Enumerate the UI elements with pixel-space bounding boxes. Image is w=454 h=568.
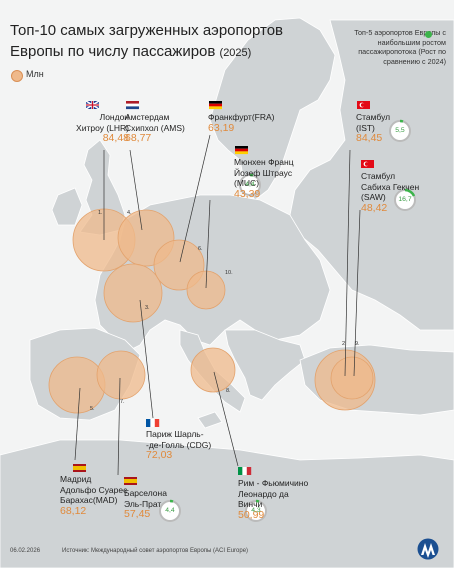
footer-date: 06.02.2026	[10, 548, 41, 554]
flag-germany-icon	[209, 101, 222, 110]
label-mad: Мадрид Адольфо Суарес Барахас(MAD) 68,12	[60, 474, 128, 517]
growth-badge-bcn: 4,4	[165, 507, 175, 514]
flag-italy-icon	[238, 467, 252, 475]
growth-badge-fco: 4,3	[251, 507, 261, 514]
rank-5: 5.	[90, 406, 95, 412]
rank-3: 3.	[145, 305, 150, 311]
label-fra: Франкфурт(FRA) 63,19	[208, 112, 275, 134]
rank-1: 1.	[98, 210, 103, 216]
bubble-saw	[330, 356, 374, 400]
flag-germany-icon	[235, 146, 248, 155]
rank-6: 6.	[198, 246, 203, 252]
page-title: Топ-10 самых загруженных аэропортов Евро…	[10, 22, 284, 60]
legend-label: Млн	[26, 69, 44, 79]
flag-turkey-icon	[361, 160, 374, 168]
bubble-mad	[48, 356, 106, 414]
rank-8: 8.	[226, 388, 231, 394]
footer-source: Источник: Международный совет аэропортов…	[62, 548, 249, 554]
flag-spain-icon	[124, 477, 137, 485]
label-ams: Амстердам Схипхол (AMS) 68,77	[125, 112, 185, 144]
aa-logo-icon	[417, 538, 439, 560]
bubble-cdg	[103, 263, 163, 323]
growth-badge-ist: 5,5	[395, 127, 405, 134]
label-ist: Стамбул (IST) 84,45	[356, 112, 391, 144]
flag-uk-icon	[85, 100, 100, 110]
rank-9: 9.	[355, 341, 360, 347]
rank-7: 7.	[120, 399, 125, 405]
bubble-muc	[186, 270, 226, 310]
bubble-fco	[190, 347, 236, 393]
label-cdg: Париж Шарль- -де-Голль (CDG) 72,03	[146, 429, 212, 461]
legend-bubble-icon	[11, 70, 23, 82]
flag-turkey-icon	[357, 101, 370, 109]
growth-badge-muc: 4,4	[245, 181, 255, 188]
flag-france-icon	[146, 419, 160, 427]
rank-10: 10.	[225, 270, 233, 276]
bubble-bcn	[96, 350, 146, 400]
growth-note: Топ-5 аэропортов Европы с наибольшим рос…	[354, 28, 446, 66]
label-muc: Мюнхен Франц Йозеф Штраус (MUC) 43,39	[234, 157, 294, 200]
label-lhr: Лондон Хитроу (LHR) 84,48	[76, 112, 129, 144]
flag-spain-icon	[73, 464, 86, 472]
label-bcn: Барселона Эль-Прат 57,45	[124, 488, 167, 520]
rank-2: 2.	[342, 341, 347, 347]
rank-4: 4.	[127, 210, 132, 216]
growth-dot-icon	[425, 31, 432, 38]
growth-badge-saw: 16,7	[398, 196, 412, 203]
flag-netherlands-icon	[126, 101, 139, 110]
label-saw: Стамбул Сабиха Гекчен (SAW) 48,42	[361, 171, 420, 214]
label-fco: Рим - Фьюмичино Леонардо да Винчи 50,99	[238, 478, 309, 521]
